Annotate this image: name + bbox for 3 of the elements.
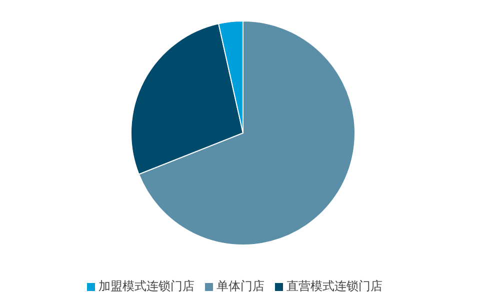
legend-label: 直营模式连锁门店 xyxy=(286,279,382,293)
legend-label: 加盟模式连锁门店 xyxy=(98,279,194,293)
legend-label: 单体门店 xyxy=(216,279,264,293)
